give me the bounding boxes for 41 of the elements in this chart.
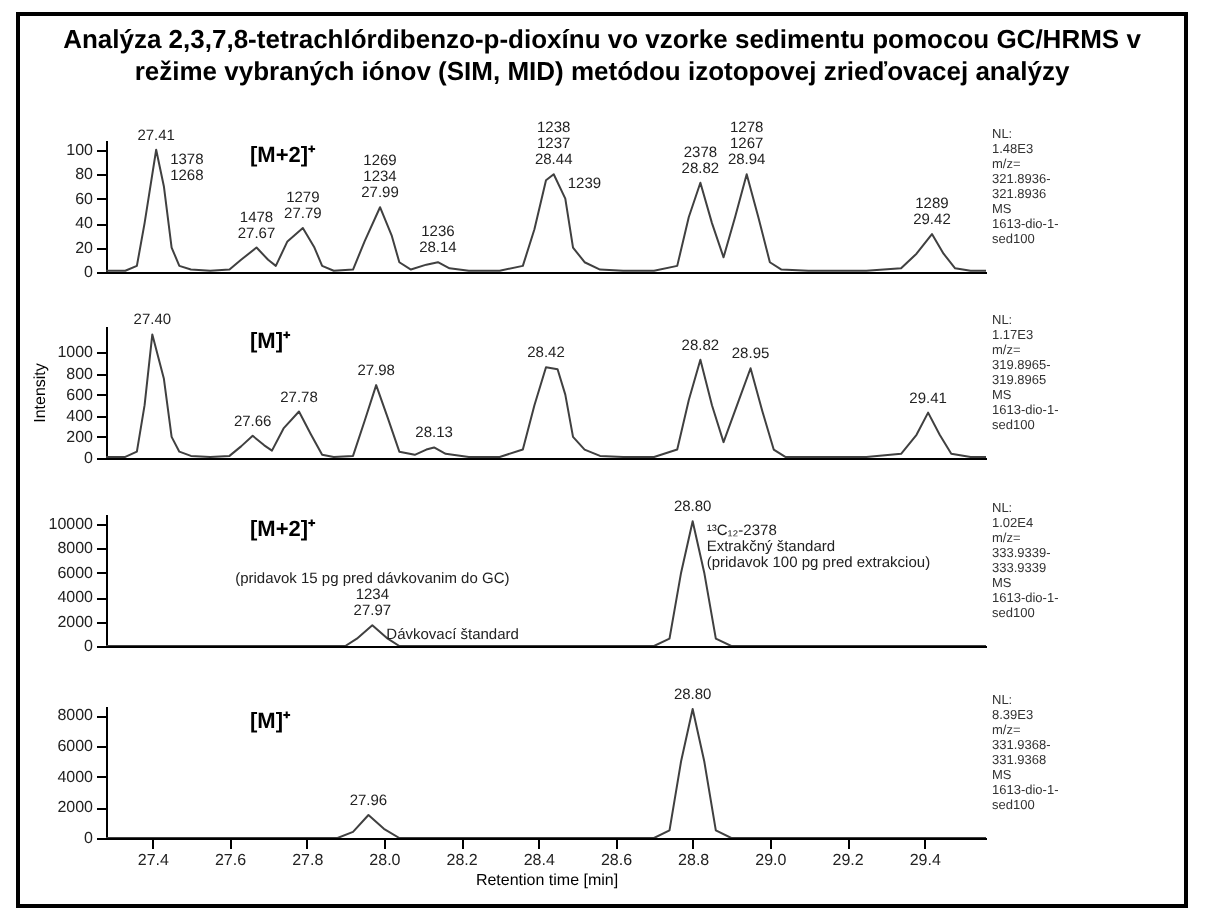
y-tick-label: 80 bbox=[75, 165, 95, 184]
y-tick-label: 10000 bbox=[48, 514, 95, 533]
y-tick-label: 0 bbox=[84, 637, 95, 655]
x-tick-label: 27.8 bbox=[292, 851, 325, 869]
y-tick-label: 0 bbox=[84, 263, 95, 281]
y-tick-label: 100 bbox=[66, 140, 95, 159]
chart-title: Analýza 2,3,7,8-tetrachlórdibenzo-p-dioxínu vo vzorke sedimentu pomocou GC/HRMS v režime vybraných iónov (SIM, MID) metódou izotopovej zrieďovacej analýzy bbox=[61, 22, 1143, 88]
x-tick-label: 28.6 bbox=[600, 851, 634, 869]
x-tick-label: 27.6 bbox=[214, 851, 248, 869]
y-tick-label: 60 bbox=[75, 189, 95, 208]
y-tick-label: 2000 bbox=[57, 798, 95, 817]
annotation: [M+2]⁺ bbox=[250, 518, 317, 542]
x-tick-label: 29.2 bbox=[832, 851, 865, 869]
annotation: [M]⁺ bbox=[250, 710, 291, 734]
y-tick-label: 600 bbox=[66, 385, 95, 404]
y-tick-label: 40 bbox=[75, 214, 95, 233]
y-tick-label: 0 bbox=[84, 829, 95, 847]
annotation: [M]⁺ bbox=[250, 330, 291, 354]
y-tick-label: 2000 bbox=[57, 612, 95, 631]
x-tick-label: 29.0 bbox=[755, 851, 788, 869]
y-tick-label: 20 bbox=[75, 238, 95, 257]
y-tick-label: 6000 bbox=[57, 736, 95, 755]
annotation: [M+2]⁺ bbox=[250, 144, 317, 168]
x-tick-label: 27.4 bbox=[137, 851, 170, 869]
y-tick-label: 6000 bbox=[57, 563, 95, 582]
x-tick-label: 29.4 bbox=[909, 851, 942, 869]
y-tick-label: 200 bbox=[66, 427, 95, 446]
y-tick-label: 1000 bbox=[57, 343, 95, 362]
y-tick-label: 4000 bbox=[57, 767, 95, 786]
x-tick-label: 28.4 bbox=[523, 851, 556, 869]
x-axis-title: Retention time [min] bbox=[475, 871, 619, 889]
y-axis-title: Intensity bbox=[31, 363, 50, 423]
x-tick-label: 28.2 bbox=[446, 851, 479, 869]
y-tick-label: 8000 bbox=[57, 539, 95, 558]
y-tick-label: 400 bbox=[66, 406, 95, 425]
y-tick-label: 4000 bbox=[57, 588, 95, 607]
x-tick-label: 28.0 bbox=[369, 851, 402, 869]
y-tick-label: 0 bbox=[84, 449, 95, 467]
x-tick-label: 28.8 bbox=[678, 851, 711, 869]
y-tick-label: 8000 bbox=[57, 706, 95, 725]
y-tick-label: 800 bbox=[66, 364, 95, 383]
